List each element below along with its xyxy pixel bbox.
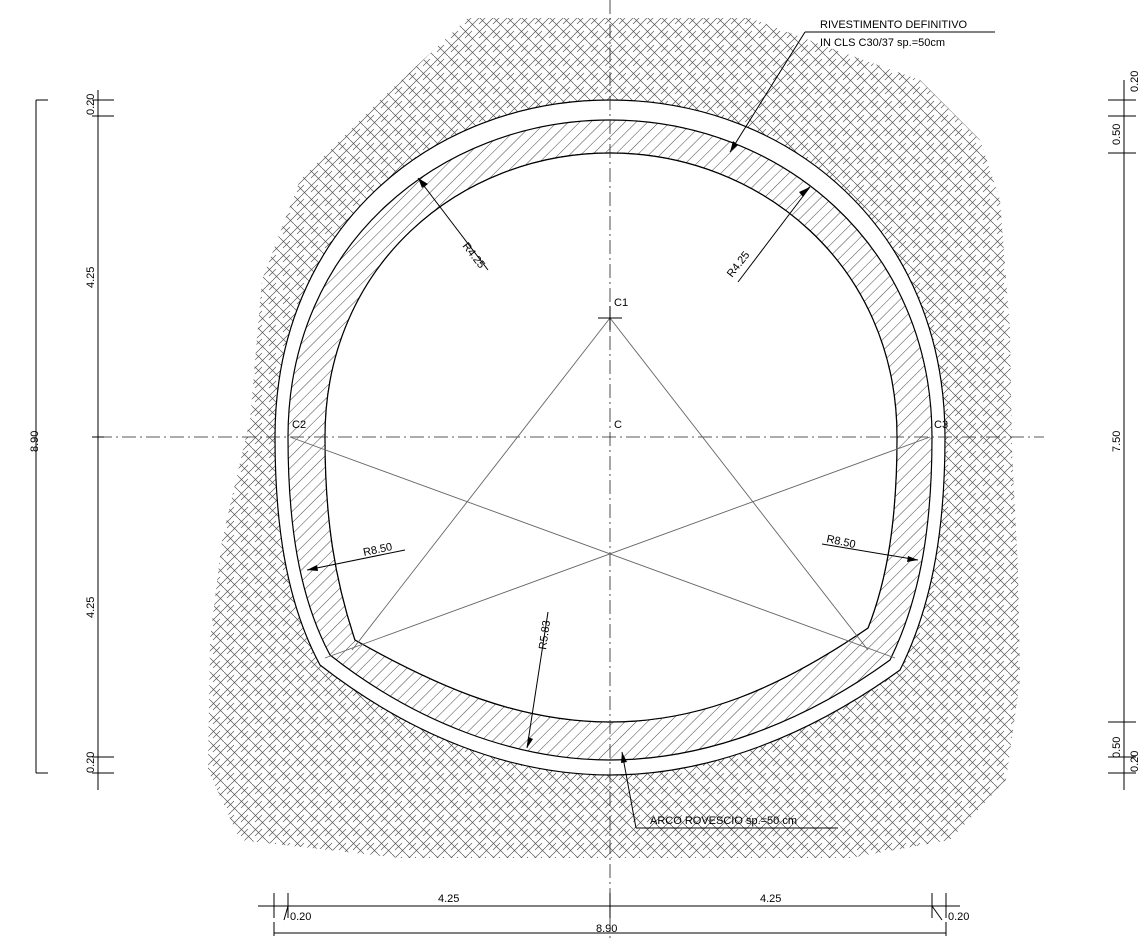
dim-bottom-left-thickness: 0.20 [290,911,311,923]
radius-lower-left-label: R8.50 [362,541,393,559]
center-c1-label: C1 [614,297,628,309]
dim-left-lower-half: 4.25 [85,597,97,618]
dim-bottom-total-label: 8.90 [596,923,617,935]
callout-lining: RIVESTIMENTO DEFINITIVO IN CLS C30/37 sp… [729,19,995,153]
dim-right-bottom-lining: 0.50 [1111,737,1123,758]
dim-left-upper-half: 4.25 [85,267,97,288]
dim-bottom-left-half: 4.25 [438,893,459,905]
dimension-bottom-chain: 4.25 4.25 0.20 0.20 [258,893,969,923]
dim-right-top-thickness: 0.20 [1129,71,1141,92]
callout-invert: ARCO ROVESCIO sp.=50 cm [621,751,838,829]
construct-c3-diagonal [324,436,931,659]
radius-invert: R5.83 [526,611,553,749]
inner-intrados-line [324,152,898,723]
callout-lining-line2: IN CLS C30/37 sp.=50cm [820,37,945,49]
dim-right-top-lining: 0.50 [1111,124,1123,145]
dim-left-bottom-thickness: 0.20 [85,752,97,773]
center-c1-mark [598,306,622,330]
dimension-left-chain: 0.20 4.25 4.25 0.20 [85,90,114,790]
dim-bottom-right-half: 4.25 [760,893,781,905]
center-c2-label: C2 [292,419,306,431]
radius-lower-right: R8.50 [821,533,919,562]
dim-left-top-thickness: 0.20 [85,94,97,115]
dim-bottom-right-thickness: 0.20 [948,911,969,923]
construct-c1-right [609,317,869,651]
construct-c2-diagonal [289,436,896,659]
radius-lower-right-label: R8.50 [825,533,856,551]
dim-left-total-label: 8.90 [29,431,41,452]
dimension-bottom-total: 8.90 [273,922,947,936]
dimension-right-chain: 0.20 0.50 7.50 0.50 0.20 [1108,71,1141,790]
callout-invert-label: ARCO ROVESCIO sp.=50 cm [650,815,797,827]
radius-lower-left: R8.50 [306,541,406,571]
radius-invert-label: R5.83 [537,620,553,651]
center-c3-label: C3 [934,419,948,431]
dim-right-bottom-thickness: 0.20 [1129,751,1141,772]
dim-right-inner-height: 7.50 [1111,431,1123,452]
dimension-left-total: 8.90 [29,99,48,774]
center-c-label: C [614,419,622,431]
callout-lining-line1: RIVESTIMENTO DEFINITIVO [820,19,968,31]
construct-c1-left [351,317,611,651]
